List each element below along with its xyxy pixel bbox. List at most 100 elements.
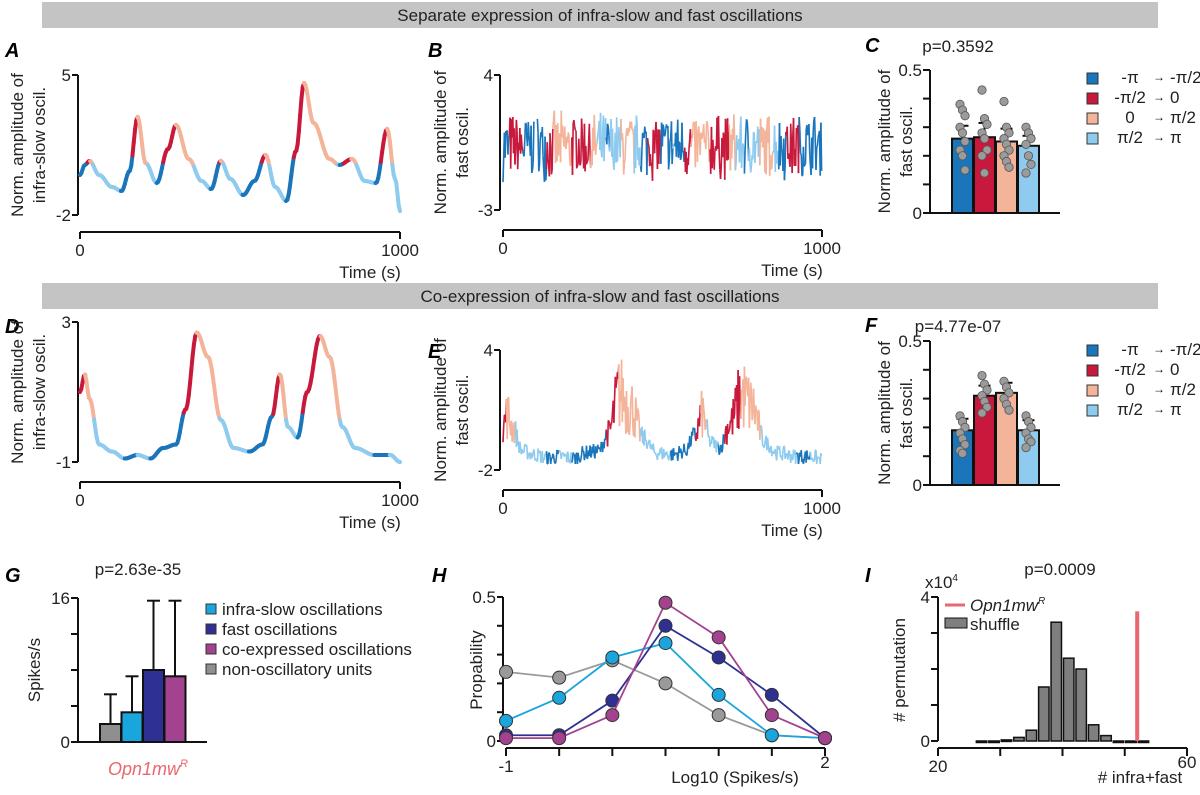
series-line	[499, 595, 832, 746]
trace-segment	[507, 137, 510, 155]
trace-segment	[547, 157, 550, 165]
arrow-icon: →	[1153, 130, 1165, 144]
trace-segment	[131, 127, 138, 145]
data-point	[977, 370, 987, 381]
trace-segment	[553, 110, 556, 132]
trace-segment	[537, 164, 541, 172]
trace-segment	[527, 452, 530, 457]
trace-segment	[569, 156, 572, 166]
x-tick-label: 1000	[803, 239, 841, 258]
histogram-bar	[1100, 734, 1113, 742]
trace-segment	[683, 443, 686, 453]
trace-segment	[804, 163, 807, 166]
trace-segment	[763, 444, 766, 448]
legend-from: -π	[1121, 68, 1138, 87]
x-tick-label: -1	[498, 757, 513, 776]
trace-segment	[634, 397, 637, 438]
legend-label: co-expressed oscillations	[222, 640, 412, 659]
y-tick-label: -2	[478, 461, 493, 480]
data-point	[979, 168, 990, 178]
x-tick-label: 0	[498, 499, 507, 518]
trace-segment	[766, 437, 770, 445]
trace-segment	[810, 458, 813, 461]
trace-segment	[703, 414, 706, 430]
trace-segment	[586, 160, 589, 162]
trace-segment	[575, 165, 579, 169]
trace-segment	[695, 121, 698, 133]
y-axis-label: Propability	[467, 630, 486, 710]
trace-segment	[560, 453, 563, 460]
trace-segment	[647, 143, 650, 147]
y-axis-label: Norm. amplitude of	[8, 320, 27, 464]
arrow-icon: →	[1153, 110, 1165, 124]
data-point	[1021, 139, 1031, 149]
y-tick-label: 0	[913, 204, 922, 223]
trace-segment	[701, 131, 704, 139]
trace-segment	[579, 160, 582, 166]
trace-segment	[599, 112, 603, 153]
x-tick-label: 0	[498, 239, 507, 258]
trace-segment	[520, 134, 523, 146]
trace-segment	[552, 119, 555, 129]
trace-segment	[798, 116, 801, 131]
trace-segment	[604, 118, 607, 138]
trace-segment	[506, 397, 509, 440]
trace-segment	[781, 449, 784, 461]
y-tick-label: 16	[51, 589, 70, 608]
data-point	[1021, 168, 1031, 178]
trace-segment	[743, 149, 746, 174]
trace-segment	[672, 143, 675, 146]
data-point	[957, 151, 968, 161]
trace-segment	[802, 460, 805, 465]
trace-segment	[734, 164, 737, 171]
trace-segment	[691, 122, 694, 139]
trace-segment	[803, 454, 806, 461]
trace-segment	[606, 123, 609, 145]
trace-segment	[561, 452, 564, 455]
trace-segment	[580, 454, 583, 459]
trace-segment	[723, 430, 727, 444]
y-tick-label: -2	[56, 206, 71, 225]
trace-E	[502, 359, 823, 465]
trace-segment	[531, 162, 534, 170]
data-point	[711, 687, 726, 702]
trace-segment	[603, 132, 606, 162]
trace-segment	[674, 452, 677, 454]
data-point	[658, 595, 673, 610]
trace-segment	[511, 434, 514, 442]
trace-segment	[812, 119, 815, 133]
trace-segment	[701, 137, 703, 140]
data-point	[605, 650, 620, 665]
trace-segment	[631, 386, 634, 427]
trace-segment	[557, 133, 560, 156]
panel-label: B	[428, 40, 442, 62]
trace-segment	[751, 415, 754, 421]
histogram-bar	[975, 740, 988, 744]
trace-segment	[705, 123, 708, 150]
trace-segment	[507, 397, 511, 421]
y-tick-label: -1	[56, 453, 71, 472]
x-axis-label: Time (s)	[339, 513, 401, 532]
trace-segment	[592, 444, 596, 456]
trace-segment	[742, 143, 745, 150]
trace-segment	[806, 127, 810, 136]
histogram-bar	[1062, 657, 1075, 742]
data-point	[552, 690, 567, 705]
data-point	[999, 96, 1009, 107]
trace-segment	[600, 441, 603, 444]
trace-segment	[608, 141, 612, 152]
data-point	[499, 731, 513, 746]
legend-from: 0	[1125, 108, 1134, 127]
trace-segment	[581, 134, 584, 153]
trace-segment	[684, 452, 687, 456]
banner-separate-text: Separate expression of infra-slow and fa…	[397, 6, 802, 25]
data-point	[499, 664, 513, 679]
trace-segment	[130, 140, 136, 158]
trace-segment	[595, 141, 598, 147]
trace-segment	[722, 434, 725, 438]
arrow-icon: →	[1153, 362, 1165, 376]
trace-segment	[706, 121, 709, 129]
arrow-icon: →	[1153, 402, 1165, 416]
legend-swatch	[205, 623, 217, 635]
trace-segment	[686, 449, 689, 456]
